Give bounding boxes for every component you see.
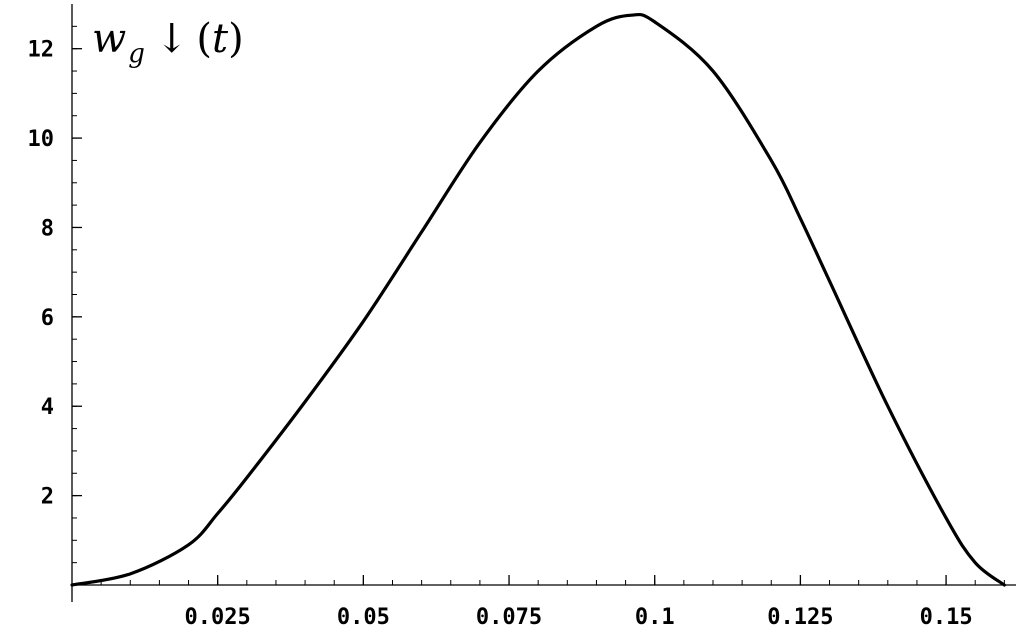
title-open-paren: ( — [196, 16, 212, 62]
title-variable: t — [212, 16, 229, 62]
title-close-paren: ) — [228, 16, 244, 62]
title-symbol: w — [92, 16, 126, 62]
minor-ticks — [72, 25, 1005, 585]
y-tick-label: 2 — [41, 485, 54, 510]
y-tick-label: 12 — [28, 38, 55, 63]
x-tick-label: 0.1 — [635, 605, 675, 630]
y-tick-label: 4 — [41, 395, 54, 420]
x-tick-label: 0.05 — [337, 605, 390, 630]
x-tick-label: 0.15 — [920, 605, 973, 630]
series-line — [70, 12, 1006, 587]
tick-labels: 0.025 0.05 0.075 0.1 0.125 0.15 2 4 6 8 10 12 — [28, 38, 973, 630]
x-tick-label: 0.075 — [476, 605, 542, 630]
y-tick-label: 6 — [41, 306, 54, 331]
x-tick-label: 0.125 — [767, 605, 833, 630]
title-subscript: g — [128, 39, 145, 69]
title-arrow: ↓ — [155, 16, 189, 62]
y-tick-label: 10 — [28, 127, 55, 152]
x-tick-label: 0.025 — [185, 605, 251, 630]
major-ticks — [72, 48, 947, 585]
chart-title: wg ↓ (t) — [92, 16, 244, 69]
y-tick-label: 8 — [41, 216, 54, 241]
